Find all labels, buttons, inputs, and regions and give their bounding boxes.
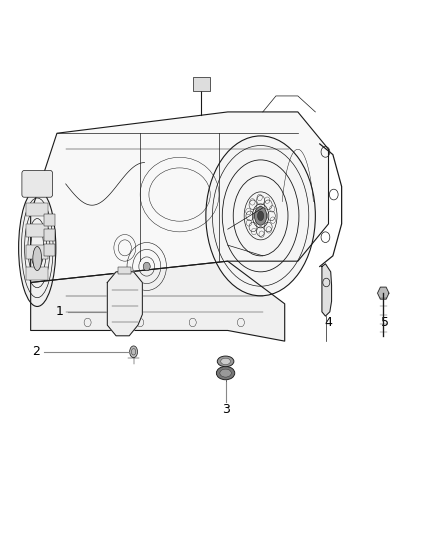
- Ellipse shape: [217, 356, 234, 367]
- Ellipse shape: [206, 136, 315, 296]
- Circle shape: [143, 262, 150, 271]
- Bar: [44, 214, 55, 226]
- Bar: [44, 244, 55, 256]
- Ellipse shape: [254, 207, 267, 225]
- Bar: [26, 224, 48, 237]
- Polygon shape: [107, 272, 142, 336]
- Bar: [193, 77, 210, 91]
- Polygon shape: [31, 112, 328, 282]
- Bar: [26, 266, 48, 280]
- Text: 5: 5: [381, 316, 389, 329]
- Text: 4: 4: [325, 316, 332, 329]
- Ellipse shape: [216, 367, 235, 379]
- Polygon shape: [322, 264, 332, 316]
- Ellipse shape: [258, 211, 264, 221]
- Bar: [26, 245, 48, 259]
- Text: 2: 2: [32, 345, 40, 358]
- Bar: [44, 229, 55, 241]
- Ellipse shape: [221, 358, 230, 365]
- Bar: [118, 266, 131, 274]
- Text: 3: 3: [222, 403, 230, 416]
- Ellipse shape: [33, 246, 42, 271]
- Bar: [26, 203, 48, 216]
- Ellipse shape: [220, 369, 231, 377]
- Text: 1: 1: [55, 305, 63, 318]
- Ellipse shape: [18, 189, 56, 306]
- Polygon shape: [31, 261, 285, 341]
- FancyBboxPatch shape: [22, 171, 53, 197]
- Ellipse shape: [130, 346, 138, 358]
- Polygon shape: [378, 287, 389, 299]
